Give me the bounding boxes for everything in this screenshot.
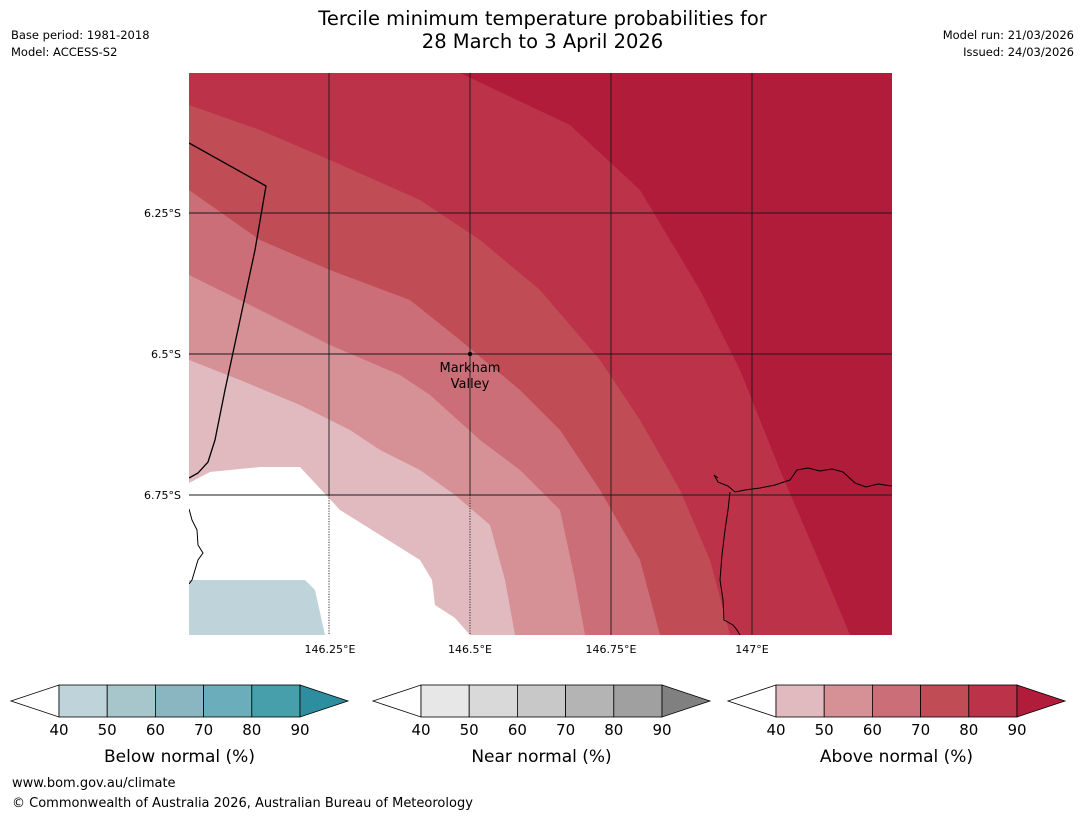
legend-swatch <box>775 684 825 718</box>
title-line-2: 28 March to 3 April 2026 <box>421 30 664 53</box>
model-info: Base period: 1981-2018 Model: ACCESS-S2 <box>11 27 150 61</box>
legend-swatch <box>251 684 301 718</box>
legend-swatch <box>565 684 615 718</box>
border-line <box>189 142 267 479</box>
legend-title: Below normal (%) <box>104 747 255 767</box>
legend-tick-label: 60 <box>508 721 527 739</box>
legend-above-normal: 40 50 60 70 80 90 Above normal (%) <box>726 684 1067 767</box>
legend-right-arrow <box>661 684 712 718</box>
website-link[interactable]: www.bom.gov.au/climate <box>12 776 176 791</box>
legend-swatch <box>468 684 518 718</box>
legend-swatch <box>106 684 156 718</box>
issued-date: Issued: 24/03/2026 <box>963 45 1074 59</box>
legend-title: Above normal (%) <box>820 747 973 767</box>
longitude-labels: 146.25°E 146.5°E 146.75°E 147°E <box>305 643 769 656</box>
legend-swatch <box>154 684 204 718</box>
legend-tick-label: 90 <box>1007 721 1026 739</box>
legend-tick-label: 60 <box>863 721 882 739</box>
location-dot-icon <box>467 351 473 357</box>
legend-tick-label: 70 <box>556 721 575 739</box>
coastline-east <box>713 467 892 635</box>
lon-label: 146.5°E <box>448 643 492 656</box>
legend-near-normal: 40 50 60 70 80 90 Near normal (%) <box>371 684 712 767</box>
chart-title: Tercile minimum temperature probabilitie… <box>200 7 885 53</box>
legend-swatch <box>920 684 970 718</box>
legend-tick-label: 70 <box>911 721 930 739</box>
legend-tick-label: 50 <box>460 721 479 739</box>
lat-label: 6.25°S <box>144 207 181 220</box>
legend-below-normal: 40 50 60 70 80 90 Below normal (%) <box>9 684 350 767</box>
lon-label: 146.25°E <box>305 643 356 656</box>
legend-swatch <box>872 684 922 718</box>
legend-tick-label: 60 <box>146 721 165 739</box>
below-normal-patch <box>189 580 325 635</box>
legend-swatch <box>203 684 253 718</box>
legend-swatch <box>517 684 567 718</box>
copyright-text: © Commonwealth of Australia 2026, Austra… <box>12 796 473 811</box>
legend-right-arrow <box>1016 684 1067 718</box>
legend-tick-label: 40 <box>766 721 785 739</box>
legend-tick-label: 40 <box>49 721 68 739</box>
legend-tick-label: 90 <box>290 721 309 739</box>
place-marker: Markham Valley <box>440 351 501 392</box>
model-run-date: Model run: 21/03/2026 <box>942 28 1074 42</box>
place-label-line-1: Markham <box>440 361 501 376</box>
lat-label: 6.75°S <box>144 489 181 502</box>
legend-tick-label: 90 <box>652 721 671 739</box>
legend-left-arrow <box>371 684 422 718</box>
legend-tick-label: 40 <box>411 721 430 739</box>
legend-swatch <box>420 684 470 718</box>
legend-left-arrow <box>9 684 60 718</box>
legend-tick-label: 70 <box>194 721 213 739</box>
legend-swatch <box>823 684 873 718</box>
legend-tick-label: 80 <box>242 721 261 739</box>
latitude-labels: 6.25°S 6.5°S 6.75°S <box>144 207 181 502</box>
gridlines <box>189 73 892 635</box>
title-line-1: Tercile minimum temperature probabilitie… <box>318 7 767 30</box>
legend-tick-label: 50 <box>98 721 117 739</box>
footer: www.bom.gov.au/climate © Commonwealth of… <box>12 774 473 814</box>
place-label-line-2: Valley <box>451 377 490 392</box>
lon-label: 147°E <box>735 643 768 656</box>
legend-title: Near normal (%) <box>471 747 611 767</box>
legend-tick-label: 80 <box>959 721 978 739</box>
lon-label: 146.75°E <box>586 643 637 656</box>
legend-swatch <box>58 684 108 718</box>
coastline-west <box>189 508 204 585</box>
legend-right-arrow <box>299 684 350 718</box>
model-name: Model: ACCESS-S2 <box>11 45 118 59</box>
legend-tick-label: 50 <box>815 721 834 739</box>
base-period: Base period: 1981-2018 <box>11 28 150 42</box>
lat-label: 6.5°S <box>151 348 181 361</box>
run-info: Model run: 21/03/2026 Issued: 24/03/2026 <box>943 27 1074 61</box>
legend-swatch <box>613 684 663 718</box>
legend-swatch <box>968 684 1018 718</box>
legend-left-arrow <box>726 684 777 718</box>
legend-tick-label: 80 <box>604 721 623 739</box>
